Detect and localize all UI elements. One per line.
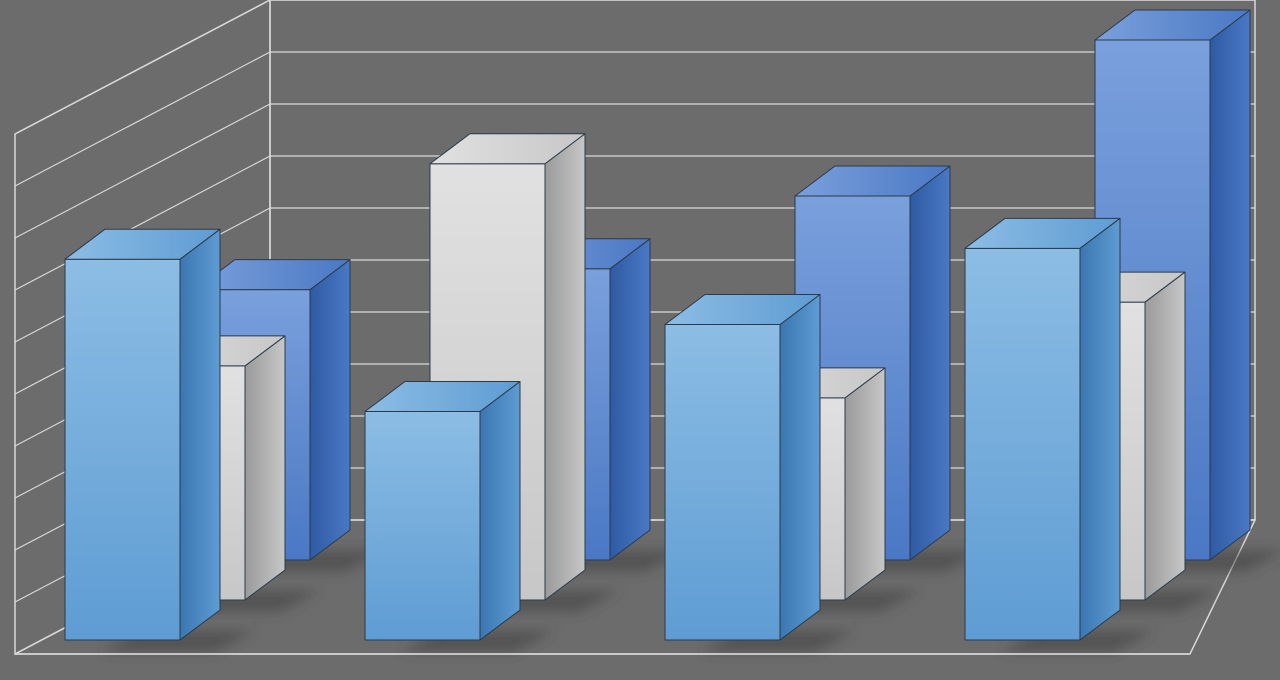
bar-chart-3d: [0, 0, 1280, 680]
bar: [65, 229, 220, 640]
bar: [965, 218, 1120, 640]
bar: [365, 382, 520, 640]
bar: [665, 294, 820, 640]
